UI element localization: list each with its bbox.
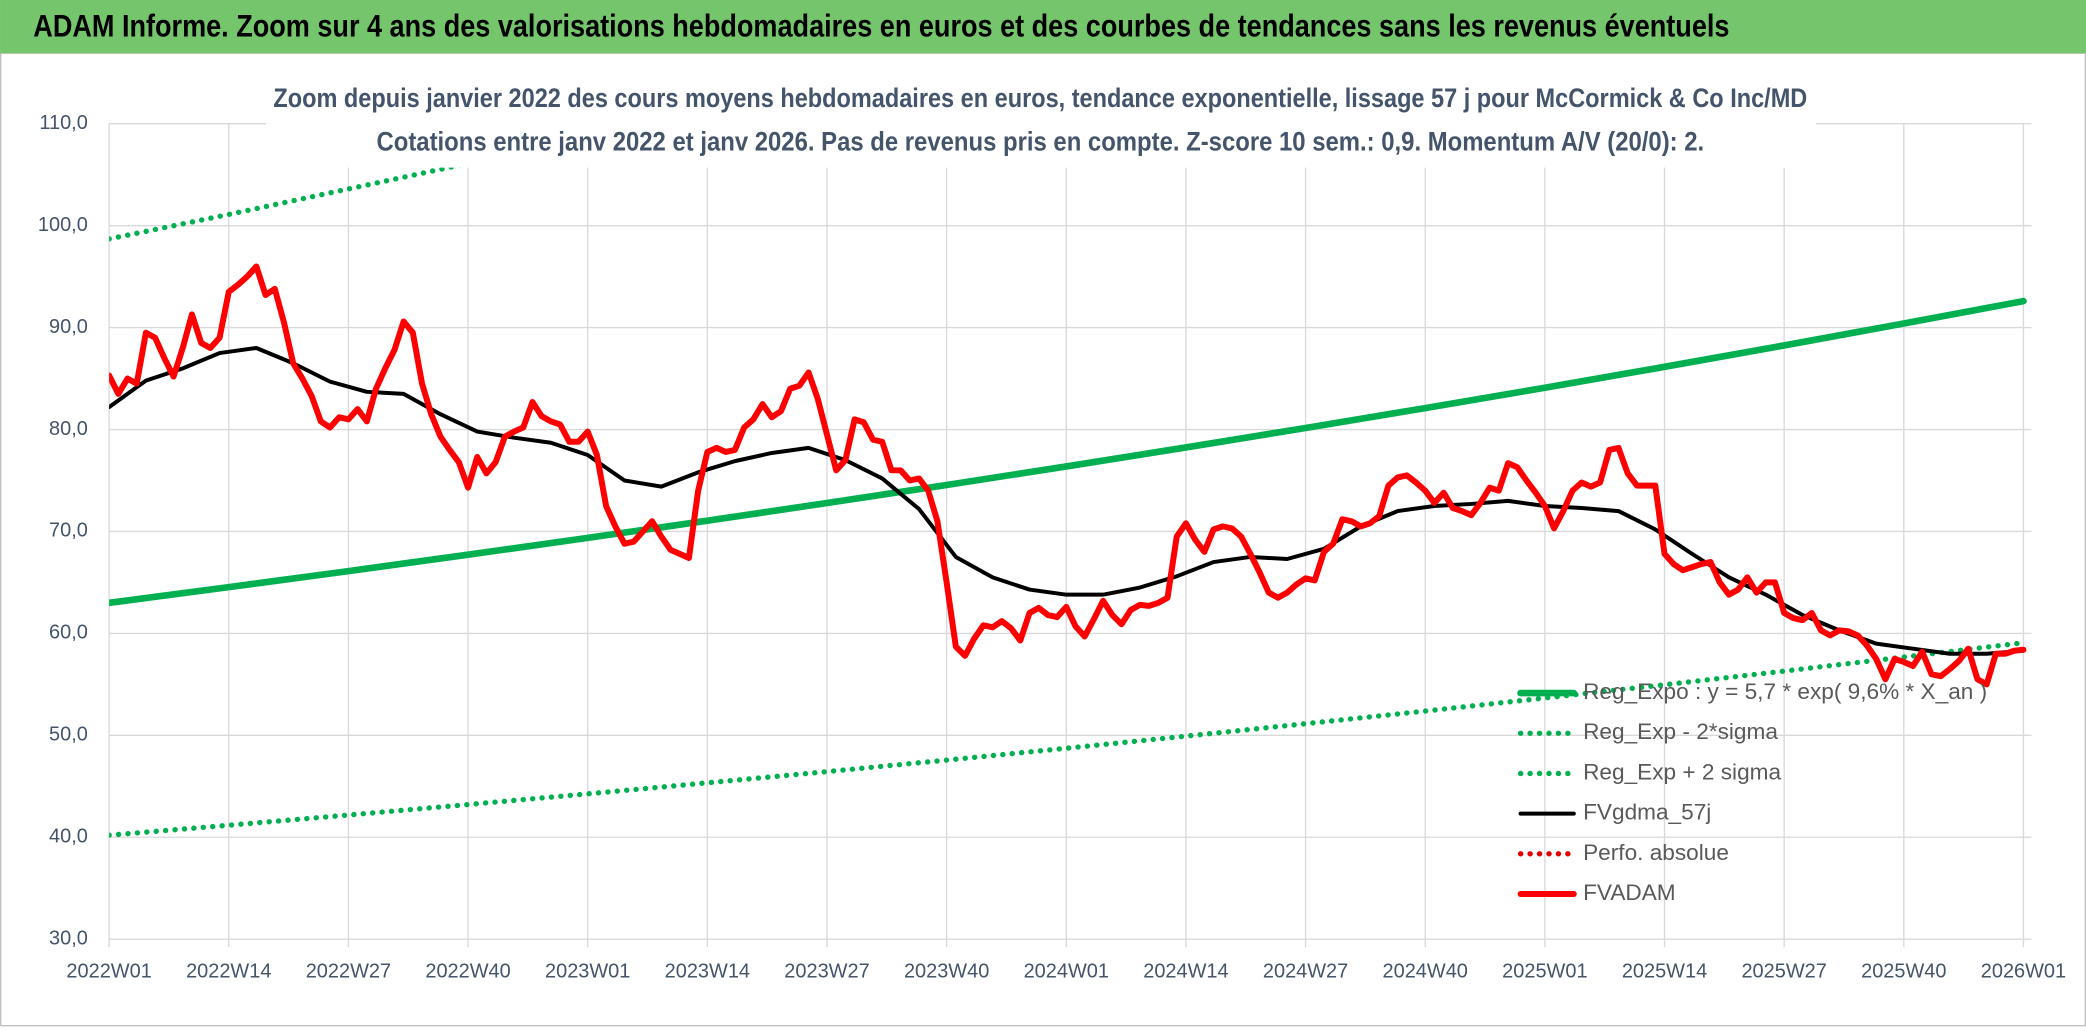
- x-tick-label: 2026W01: [1981, 961, 2066, 983]
- subtitle-box: [266, 77, 1816, 168]
- x-tick-label: 2025W27: [1741, 961, 1826, 983]
- y-tick-label: 90,0: [49, 316, 88, 338]
- series-line: [109, 263, 2027, 688]
- x-tick-label: 2023W27: [784, 961, 869, 983]
- series-line: [109, 297, 2027, 607]
- x-tick-label: 2022W14: [186, 961, 271, 983]
- legend-label: FVgdma_57j: [1583, 800, 1711, 825]
- y-tick-label: 80,0: [49, 418, 88, 440]
- grid: [108, 123, 2032, 948]
- x-tick-label: 2023W01: [545, 961, 630, 983]
- y-tick-label: 50,0: [49, 724, 88, 746]
- legend-label: Reg_Exp + 2 sigma: [1583, 759, 1781, 784]
- axis-labels: 30,0 40,0 50,0 60,0 70,0 80,0 90,0 100,0 110,0 20…: [38, 112, 2066, 983]
- x-tick-label: 2022W01: [66, 961, 151, 983]
- y-tick-label: 70,0: [49, 520, 88, 542]
- y-tick-label: 110,0: [39, 112, 87, 134]
- plot-lines: [109, 119, 2027, 838]
- y-tick-label: 40,0: [49, 826, 88, 848]
- x-tick-label: 2025W40: [1861, 961, 1946, 983]
- y-tick-label: 30,0: [49, 927, 88, 949]
- legend-label: FVADAM: [1583, 880, 1676, 905]
- legend: Reg_Expo : y = 5,7 * exp( 9,6% * X_an ) R…: [1517, 679, 1987, 905]
- x-tick-label: 2024W01: [1024, 961, 1109, 983]
- x-tick-label: 2022W40: [425, 961, 510, 983]
- subtitle: Zoom depuis janvier 2022 des cours moyen…: [273, 83, 1807, 113]
- x-tick-label: 2022W27: [306, 961, 391, 983]
- x-tick-label: 2025W14: [1622, 961, 1707, 983]
- legend-label: Reg_Expo : y = 5,7 * exp( 9,6% * X_an ): [1583, 679, 1987, 704]
- x-tick-label: 2024W27: [1263, 961, 1348, 983]
- y-tick-label: 60,0: [49, 622, 88, 644]
- chart-title: ADAM Informe. Zoom sur 4 ans des valoris…: [33, 7, 1729, 43]
- x-tick-label: 2023W40: [904, 961, 989, 983]
- x-tick-label: 2024W14: [1143, 961, 1228, 983]
- x-tick-label: 2023W14: [665, 961, 750, 983]
- x-tick-label: 2025W01: [1502, 961, 1587, 983]
- legend-label: Reg_Exp - 2*sigma: [1583, 719, 1778, 744]
- y-tick-label: 100,0: [38, 214, 88, 236]
- header-bar: [0, 0, 2086, 54]
- legend-label: Perfo. absolue: [1583, 840, 1729, 865]
- series-line: [109, 640, 2027, 838]
- x-tick-label: 2024W40: [1383, 961, 1468, 983]
- subtitle: Cotations entre janv 2022 et janv 2026. …: [377, 127, 1705, 157]
